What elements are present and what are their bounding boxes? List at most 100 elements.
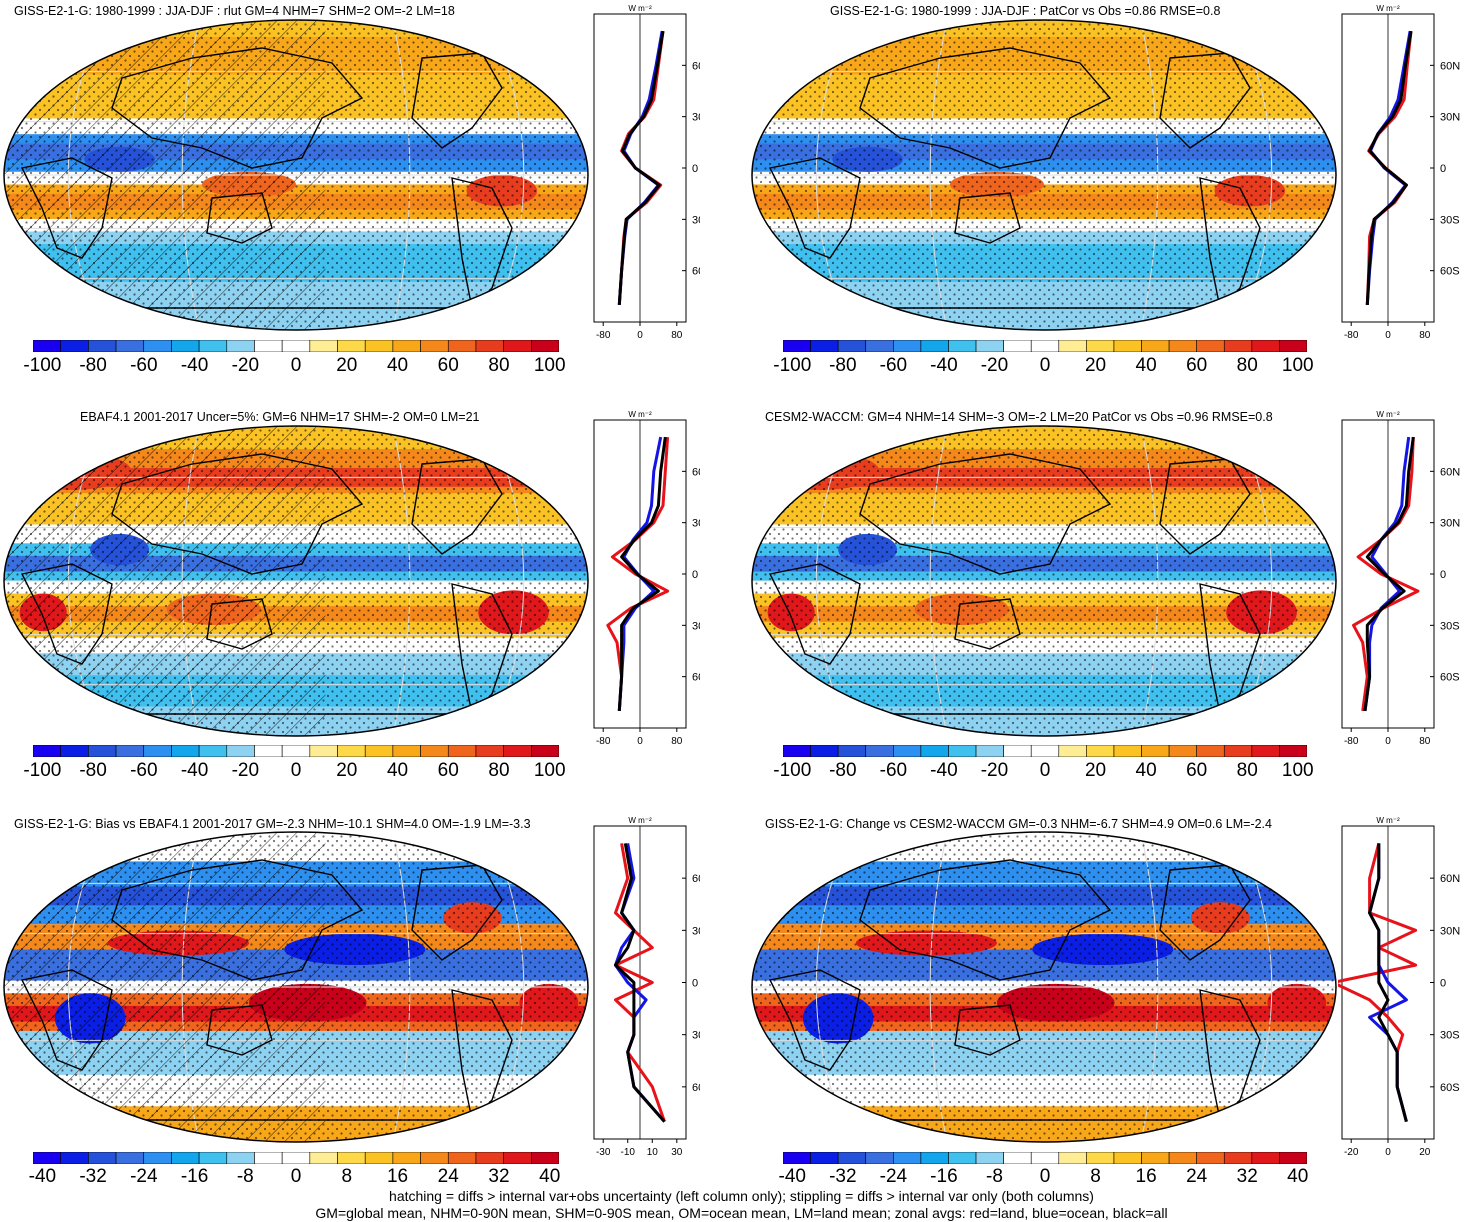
colorbar-swatch [392, 1152, 421, 1164]
colorbar-swatch [60, 340, 89, 352]
colorbar-tick-label: 60 [1186, 760, 1208, 781]
colorbar-swatch [948, 745, 977, 757]
hatching-overlay [4, 20, 326, 330]
colorbar-swatch [364, 745, 394, 757]
colorbar-swatch [364, 1152, 394, 1164]
colorbar-tick-label: 40 [539, 1166, 561, 1187]
colorbar-swatch [254, 340, 283, 352]
colorbar-tick-label: -60 [130, 355, 158, 376]
colorbar-swatch [309, 745, 338, 757]
colorbar-tick-label: 60 [1186, 355, 1208, 376]
colorbar-swatch [1086, 1152, 1115, 1164]
colorbar-swatch [1086, 745, 1115, 757]
colorbar-tick-label: 40 [386, 760, 409, 781]
colorbar-swatch [447, 1152, 477, 1164]
colorbar-tick-labels: -40 -32 -24 -16 -8 0 8 16 24 32 40 [767, 1166, 1323, 1188]
colorbar-tick-label: 8 [341, 1166, 353, 1187]
colorbar-swatch [1223, 745, 1253, 757]
zonal-x-tick-label: 0 [1385, 1147, 1391, 1158]
colorbar-tick-label: 80 [1236, 760, 1258, 781]
colorbar-swatch [254, 1152, 283, 1164]
zonal-lat-tick-label: 60N [692, 466, 700, 478]
zonal-lat-tick-label: 0 [1440, 163, 1446, 175]
colorbar-swatch [837, 340, 867, 352]
zonal-lat-tick-label: 60S [1440, 266, 1460, 278]
colorbar-swatch [115, 340, 145, 352]
zonal-x-tick-label: -80 [1344, 330, 1359, 341]
zonal-mean-plot: W m⁻² -80 0 80 60N 30N 0 30S 60S [593, 4, 700, 341]
zonal-all-line [617, 30, 665, 306]
zonal-x-tick-label: -10 [621, 1147, 636, 1158]
colorbar-swatch [281, 340, 311, 352]
zonal-lat-tick-label: 30S [692, 214, 700, 226]
colorbar-swatch [975, 1152, 1004, 1164]
colorbar-tick-label: 0 [1039, 355, 1051, 376]
colorbar-swatch [60, 745, 89, 757]
zonal-lat-tick-label: 0 [1440, 569, 1446, 581]
colorbar-swatch [1196, 340, 1225, 352]
colorbar-swatch [420, 340, 449, 352]
colorbar-swatch [1223, 340, 1253, 352]
colorbar-swatch [1113, 340, 1142, 352]
colorbar-swatch [115, 1152, 145, 1164]
zonal-x-tick-label: 30 [671, 1147, 683, 1158]
colorbar [33, 340, 559, 352]
zonal-lat-tick-label: 60N [692, 60, 700, 72]
colorbar-swatch [337, 340, 366, 352]
colorbar-tick-label: -24 [879, 1166, 908, 1187]
colorbar-tick-label: -100 [23, 355, 62, 376]
colorbar-tick-label: 80 [1236, 355, 1258, 376]
zonal-unit-label: W m⁻² [628, 410, 652, 419]
zonal-lat-tick-label: 30N [1440, 925, 1460, 937]
colorbar-tick-label: 24 [437, 1166, 459, 1187]
colorbar-tick-label: 60 [437, 760, 459, 781]
colorbar-swatch [143, 340, 172, 352]
colorbar-swatch [420, 745, 449, 757]
colorbar-swatch [865, 1152, 894, 1164]
colorbar-tick-label: 0 [290, 1166, 302, 1187]
colorbar-tick-label: -40 [930, 355, 958, 376]
colorbar [33, 1152, 559, 1164]
colorbar-tick-label: 24 [1186, 1166, 1208, 1187]
zonal-x-tick-label: 0 [637, 330, 643, 341]
colorbar-swatch [1113, 745, 1142, 757]
colorbar-swatch [920, 745, 949, 757]
colorbar-swatch [198, 745, 228, 757]
map-border [751, 831, 1337, 1143]
colorbar-swatch [920, 1152, 949, 1164]
map-border [751, 19, 1337, 331]
colorbar-swatch [865, 340, 894, 352]
colorbar-swatch [1058, 1152, 1087, 1164]
colorbar-tick-label: -80 [79, 760, 107, 781]
zonal-x-tick-label: 20 [1419, 1147, 1431, 1158]
colorbar-tick-label: -40 [180, 760, 209, 781]
colorbar-tick-label: -100 [23, 760, 62, 781]
colorbar-tick-label: -80 [829, 760, 857, 781]
colorbar-swatch [810, 745, 839, 757]
colorbar-swatch [1141, 1152, 1170, 1164]
world-map [751, 425, 1337, 737]
zonal-lat-tick-label: 30S [692, 1030, 700, 1042]
zonal-x-tick-label: 80 [671, 736, 683, 747]
stippling-overlay [752, 426, 1336, 736]
world-map [3, 831, 589, 1143]
zonal-lat-tick-label: 60N [1440, 466, 1460, 478]
colorbar-tick-labels: -100 -80 -60 -40 -20 0 20 40 60 80 100 [17, 355, 575, 377]
colorbar [783, 745, 1307, 757]
colorbar-tick-label: 100 [533, 355, 566, 376]
colorbar-swatch [115, 745, 145, 757]
colorbar-swatch [447, 745, 477, 757]
map-border [3, 425, 589, 737]
colorbar [33, 745, 559, 757]
zonal-lat-tick-label: 30N [692, 518, 700, 530]
zonal-lat-tick-label: 30S [692, 620, 700, 632]
zonal-x-tick-label: 0 [1385, 330, 1391, 341]
colorbar-tick-label: 0 [1039, 760, 1051, 781]
colorbar-tick-label: -40 [778, 1166, 806, 1187]
colorbar-tick-label: -20 [231, 355, 260, 376]
colorbar-tick-label: -100 [773, 760, 812, 781]
colorbar-tick-label: -60 [130, 760, 158, 781]
zonal-lat-tick-label: 30N [692, 112, 700, 124]
zonal-x-tick-label: 80 [1419, 330, 1431, 341]
panel-title: EBAF4.1 2001-2017 Uncer=5%: GM=6 NHM=17 … [80, 410, 480, 424]
